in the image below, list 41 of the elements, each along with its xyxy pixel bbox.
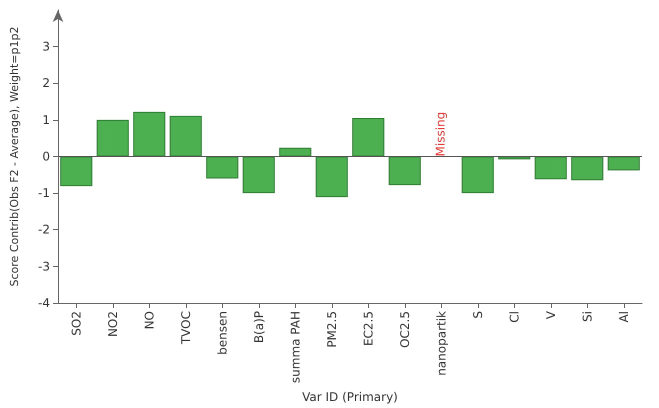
bar bbox=[352, 118, 384, 156]
bar bbox=[96, 120, 129, 156]
x-tick-label: V bbox=[544, 310, 558, 320]
bar bbox=[279, 148, 312, 156]
x-axis-title: Var ID (Primary) bbox=[302, 390, 398, 404]
x-tick-label: S bbox=[470, 310, 485, 319]
x-tick-label: PM2.5 bbox=[324, 310, 339, 348]
y-tick-label: 2 bbox=[42, 76, 50, 90]
x-tick-label: summa PAH bbox=[288, 310, 302, 384]
x-tick-label: NO2 bbox=[106, 310, 120, 338]
y-tick-label: -4 bbox=[38, 296, 50, 310]
x-tick-label: B(a)P bbox=[252, 310, 266, 344]
bar bbox=[170, 116, 202, 156]
y-tick-label: -3 bbox=[38, 259, 50, 274]
bar bbox=[242, 156, 275, 194]
x-tick-label: EC2.5 bbox=[361, 310, 376, 346]
bar bbox=[608, 156, 640, 170]
x-tick-label: Si bbox=[580, 310, 594, 322]
x-tick-label: bensen bbox=[215, 310, 230, 355]
bar bbox=[316, 156, 348, 198]
bar bbox=[462, 156, 494, 194]
x-tick-label: nanopartik bbox=[434, 310, 448, 376]
x-tick-label: NO bbox=[142, 310, 156, 330]
bar bbox=[534, 156, 567, 180]
x-tick-label: TVOC bbox=[178, 310, 193, 346]
bar bbox=[206, 156, 238, 178]
bar bbox=[60, 156, 92, 186]
bar bbox=[571, 156, 604, 180]
x-tick-label: Cl bbox=[507, 310, 522, 323]
y-tick-label: 3 bbox=[42, 40, 50, 54]
bar bbox=[133, 112, 166, 156]
annotation: Missing bbox=[433, 112, 448, 156]
y-tick-label: -2 bbox=[38, 222, 50, 237]
bar bbox=[388, 156, 421, 186]
y-tick-label: -1 bbox=[38, 186, 50, 200]
x-tick-label: OC2.5 bbox=[398, 310, 412, 348]
x-tick-label: Al bbox=[616, 310, 631, 323]
y-tick-label: 1 bbox=[42, 112, 50, 127]
y-axis-title: Score Contrib(Obs F2 - Average), Weight=p1p2 bbox=[8, 26, 21, 286]
y-tick-label: 0 bbox=[42, 149, 50, 164]
x-tick-label: SO2 bbox=[69, 310, 84, 336]
